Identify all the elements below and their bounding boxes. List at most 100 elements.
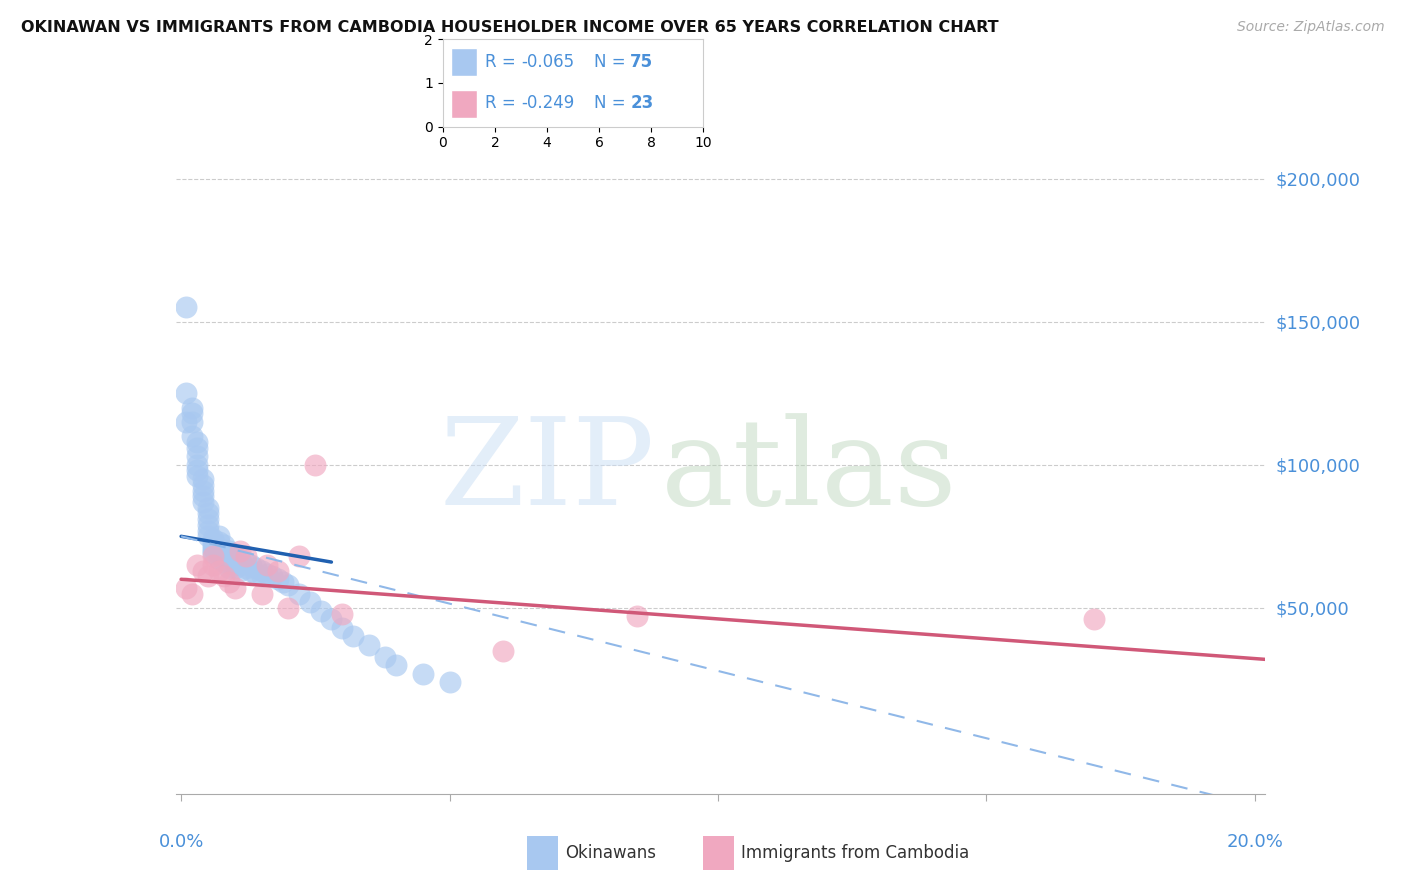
Point: [197, 524, 219, 538]
Point: [186, 434, 208, 449]
Point: [202, 532, 225, 546]
Point: [191, 478, 214, 492]
Point: [191, 495, 214, 509]
Point: [224, 549, 246, 564]
Point: [277, 578, 299, 592]
Point: [330, 607, 353, 621]
Text: ZIP: ZIP: [440, 413, 655, 530]
Point: [224, 555, 246, 569]
Point: [492, 644, 515, 658]
Point: [176, 301, 198, 315]
Point: [180, 401, 202, 415]
Point: [186, 469, 208, 483]
Point: [262, 569, 284, 583]
Point: [212, 549, 235, 564]
Point: [212, 538, 235, 552]
Point: [186, 441, 208, 455]
Point: [321, 612, 343, 626]
Point: [180, 415, 202, 429]
Text: 20.0%: 20.0%: [1226, 833, 1284, 851]
Text: Source: ZipAtlas.com: Source: ZipAtlas.com: [1237, 20, 1385, 34]
Point: [208, 546, 231, 561]
Text: Immigrants from Cambodia: Immigrants from Cambodia: [741, 844, 969, 862]
Point: [218, 555, 240, 569]
Text: 23: 23: [630, 95, 654, 112]
Point: [208, 564, 231, 578]
Text: -0.065: -0.065: [520, 53, 574, 71]
Point: [180, 586, 202, 600]
Point: [202, 558, 225, 572]
Point: [239, 564, 262, 578]
Point: [212, 543, 235, 558]
Point: [208, 529, 231, 543]
Point: [250, 569, 273, 583]
Point: [186, 458, 208, 472]
Point: [180, 406, 202, 420]
Point: [176, 386, 198, 401]
Text: R =: R =: [485, 95, 520, 112]
Point: [208, 535, 231, 549]
Point: [245, 566, 267, 581]
Text: 75: 75: [630, 53, 654, 71]
Point: [342, 630, 364, 644]
Point: [235, 549, 257, 564]
Point: [202, 543, 225, 558]
Point: [208, 541, 231, 555]
Point: [288, 549, 311, 564]
Point: [626, 609, 648, 624]
Point: [385, 658, 408, 673]
Point: [412, 666, 434, 681]
Point: [250, 564, 273, 578]
Point: [224, 561, 246, 575]
Point: [229, 564, 252, 578]
Point: [277, 600, 299, 615]
Point: [197, 512, 219, 526]
Point: [218, 561, 240, 575]
Point: [235, 561, 257, 575]
Point: [186, 463, 208, 477]
Point: [298, 595, 321, 609]
Point: [245, 561, 267, 575]
Point: [202, 549, 225, 564]
Point: [374, 649, 396, 664]
Text: 0.0%: 0.0%: [159, 833, 204, 851]
Point: [218, 549, 240, 564]
Text: OKINAWAN VS IMMIGRANTS FROM CAMBODIA HOUSEHOLDER INCOME OVER 65 YEARS CORRELATIO: OKINAWAN VS IMMIGRANTS FROM CAMBODIA HOU…: [21, 20, 998, 35]
Point: [271, 575, 294, 590]
Point: [202, 538, 225, 552]
Point: [288, 586, 311, 600]
Point: [191, 483, 214, 498]
Point: [229, 552, 252, 566]
Point: [256, 566, 278, 581]
Point: [235, 555, 257, 569]
Point: [224, 581, 246, 595]
Point: [250, 586, 273, 600]
Bar: [451, 48, 477, 77]
Point: [267, 572, 290, 586]
Point: [191, 564, 214, 578]
Text: N =: N =: [593, 95, 631, 112]
Point: [229, 558, 252, 572]
Text: R =: R =: [485, 53, 520, 71]
Point: [176, 581, 198, 595]
Point: [267, 564, 290, 578]
Point: [191, 489, 214, 503]
Point: [212, 555, 235, 569]
Point: [309, 604, 332, 618]
Text: N =: N =: [593, 53, 631, 71]
Point: [197, 500, 219, 515]
Bar: [451, 89, 477, 118]
Point: [218, 543, 240, 558]
Point: [197, 569, 219, 583]
Point: [202, 546, 225, 561]
Point: [256, 558, 278, 572]
Point: [1083, 612, 1105, 626]
Point: [202, 541, 225, 555]
Text: Okinawans: Okinawans: [565, 844, 657, 862]
Point: [186, 449, 208, 463]
Point: [439, 675, 461, 690]
Point: [186, 558, 208, 572]
Text: -0.249: -0.249: [520, 95, 574, 112]
Point: [176, 415, 198, 429]
Point: [197, 507, 219, 521]
